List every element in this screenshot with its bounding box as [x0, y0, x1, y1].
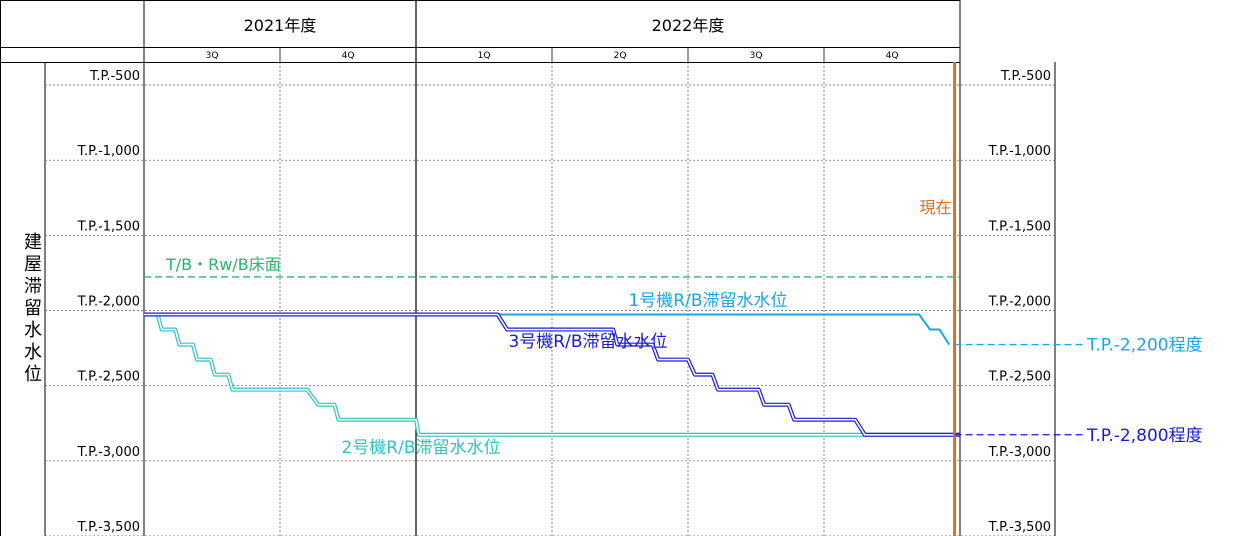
y-axis-title-char: 留 — [24, 298, 42, 319]
y-tick-label-right: T.P.-3,000 — [988, 445, 1051, 460]
y-tick-label-left: T.P.-500 — [89, 69, 140, 84]
y-tick-label-right: T.P.-500 — [1000, 69, 1051, 84]
reference-lines: T/B・Rw/B床面 — [144, 255, 960, 278]
quarter-label: 4Q — [886, 51, 899, 61]
year-label: 2022年度 — [652, 16, 725, 35]
y-tick-label-left: T.P.-3,000 — [77, 445, 140, 460]
callout-label-2: T.P.-2,800程度 — [1086, 426, 1203, 446]
y-tick-label-right: T.P.-1,000 — [988, 144, 1051, 159]
y-axis-title-char: 屋 — [24, 254, 42, 275]
y-tick-label-left: T.P.-3,500 — [77, 520, 140, 535]
y-tick-label-right: T.P.-2,000 — [988, 295, 1051, 310]
y-tick-label-right: T.P.-1,500 — [988, 219, 1051, 234]
y-tick-label-left: T.P.-1,000 — [77, 144, 140, 159]
y-axis-title-char: 位 — [24, 364, 42, 385]
series-line-inner-3 — [144, 313, 960, 436]
quarter-label: 1Q — [478, 51, 491, 61]
chart-frame: 現在 T.P.-2,200程度 T.P.-2,800程度 — [920, 62, 1203, 536]
floor-reference-label: T/B・Rw/B床面 — [165, 255, 281, 274]
chart-header: 2021年度 3Q 4Q 2022年度 1Q 2Q 3Q 4Q — [0, 0, 1056, 536]
current-date-label: 現在 — [920, 198, 952, 217]
callout-label-1: T.P.-2,200程度 — [1086, 336, 1203, 356]
y-tick-label-left: T.P.-2,000 — [77, 295, 140, 310]
y-axis-title-char: 滞 — [24, 276, 42, 297]
year-label: 2021年度 — [244, 16, 317, 35]
quarter-label: 4Q — [342, 51, 355, 61]
series-label-3: 3号機R/B滞留水水位 — [508, 332, 667, 352]
quarter-label: 2Q — [614, 51, 627, 61]
chart-labels: T.P.-500 T.P.-500 T.P.-1,000 T.P.-1,000 T.P.… — [24, 69, 1051, 535]
series-label-1: 1号機R/B滞留水水位 — [628, 291, 787, 311]
y-axis-title-char: 水 — [24, 320, 42, 341]
y-tick-label-left: T.P.-1,500 — [77, 219, 140, 234]
y-tick-label-left: T.P.-2,500 — [77, 370, 140, 385]
series-label-2: 2号機R/B滞留水水位 — [341, 438, 500, 458]
quarter-label: 3Q — [750, 51, 763, 61]
chart-grid — [45, 62, 1055, 536]
y-axis-title-char: 建 — [24, 232, 42, 253]
y-tick-label-right: T.P.-2,500 — [988, 370, 1051, 385]
y-tick-label-right: T.P.-3,500 — [988, 520, 1051, 535]
quarter-label: 3Q — [206, 51, 219, 61]
y-axis-title-char: 水 — [24, 342, 42, 363]
series-group — [144, 312, 960, 437]
series-line-inner-2 — [144, 313, 960, 436]
